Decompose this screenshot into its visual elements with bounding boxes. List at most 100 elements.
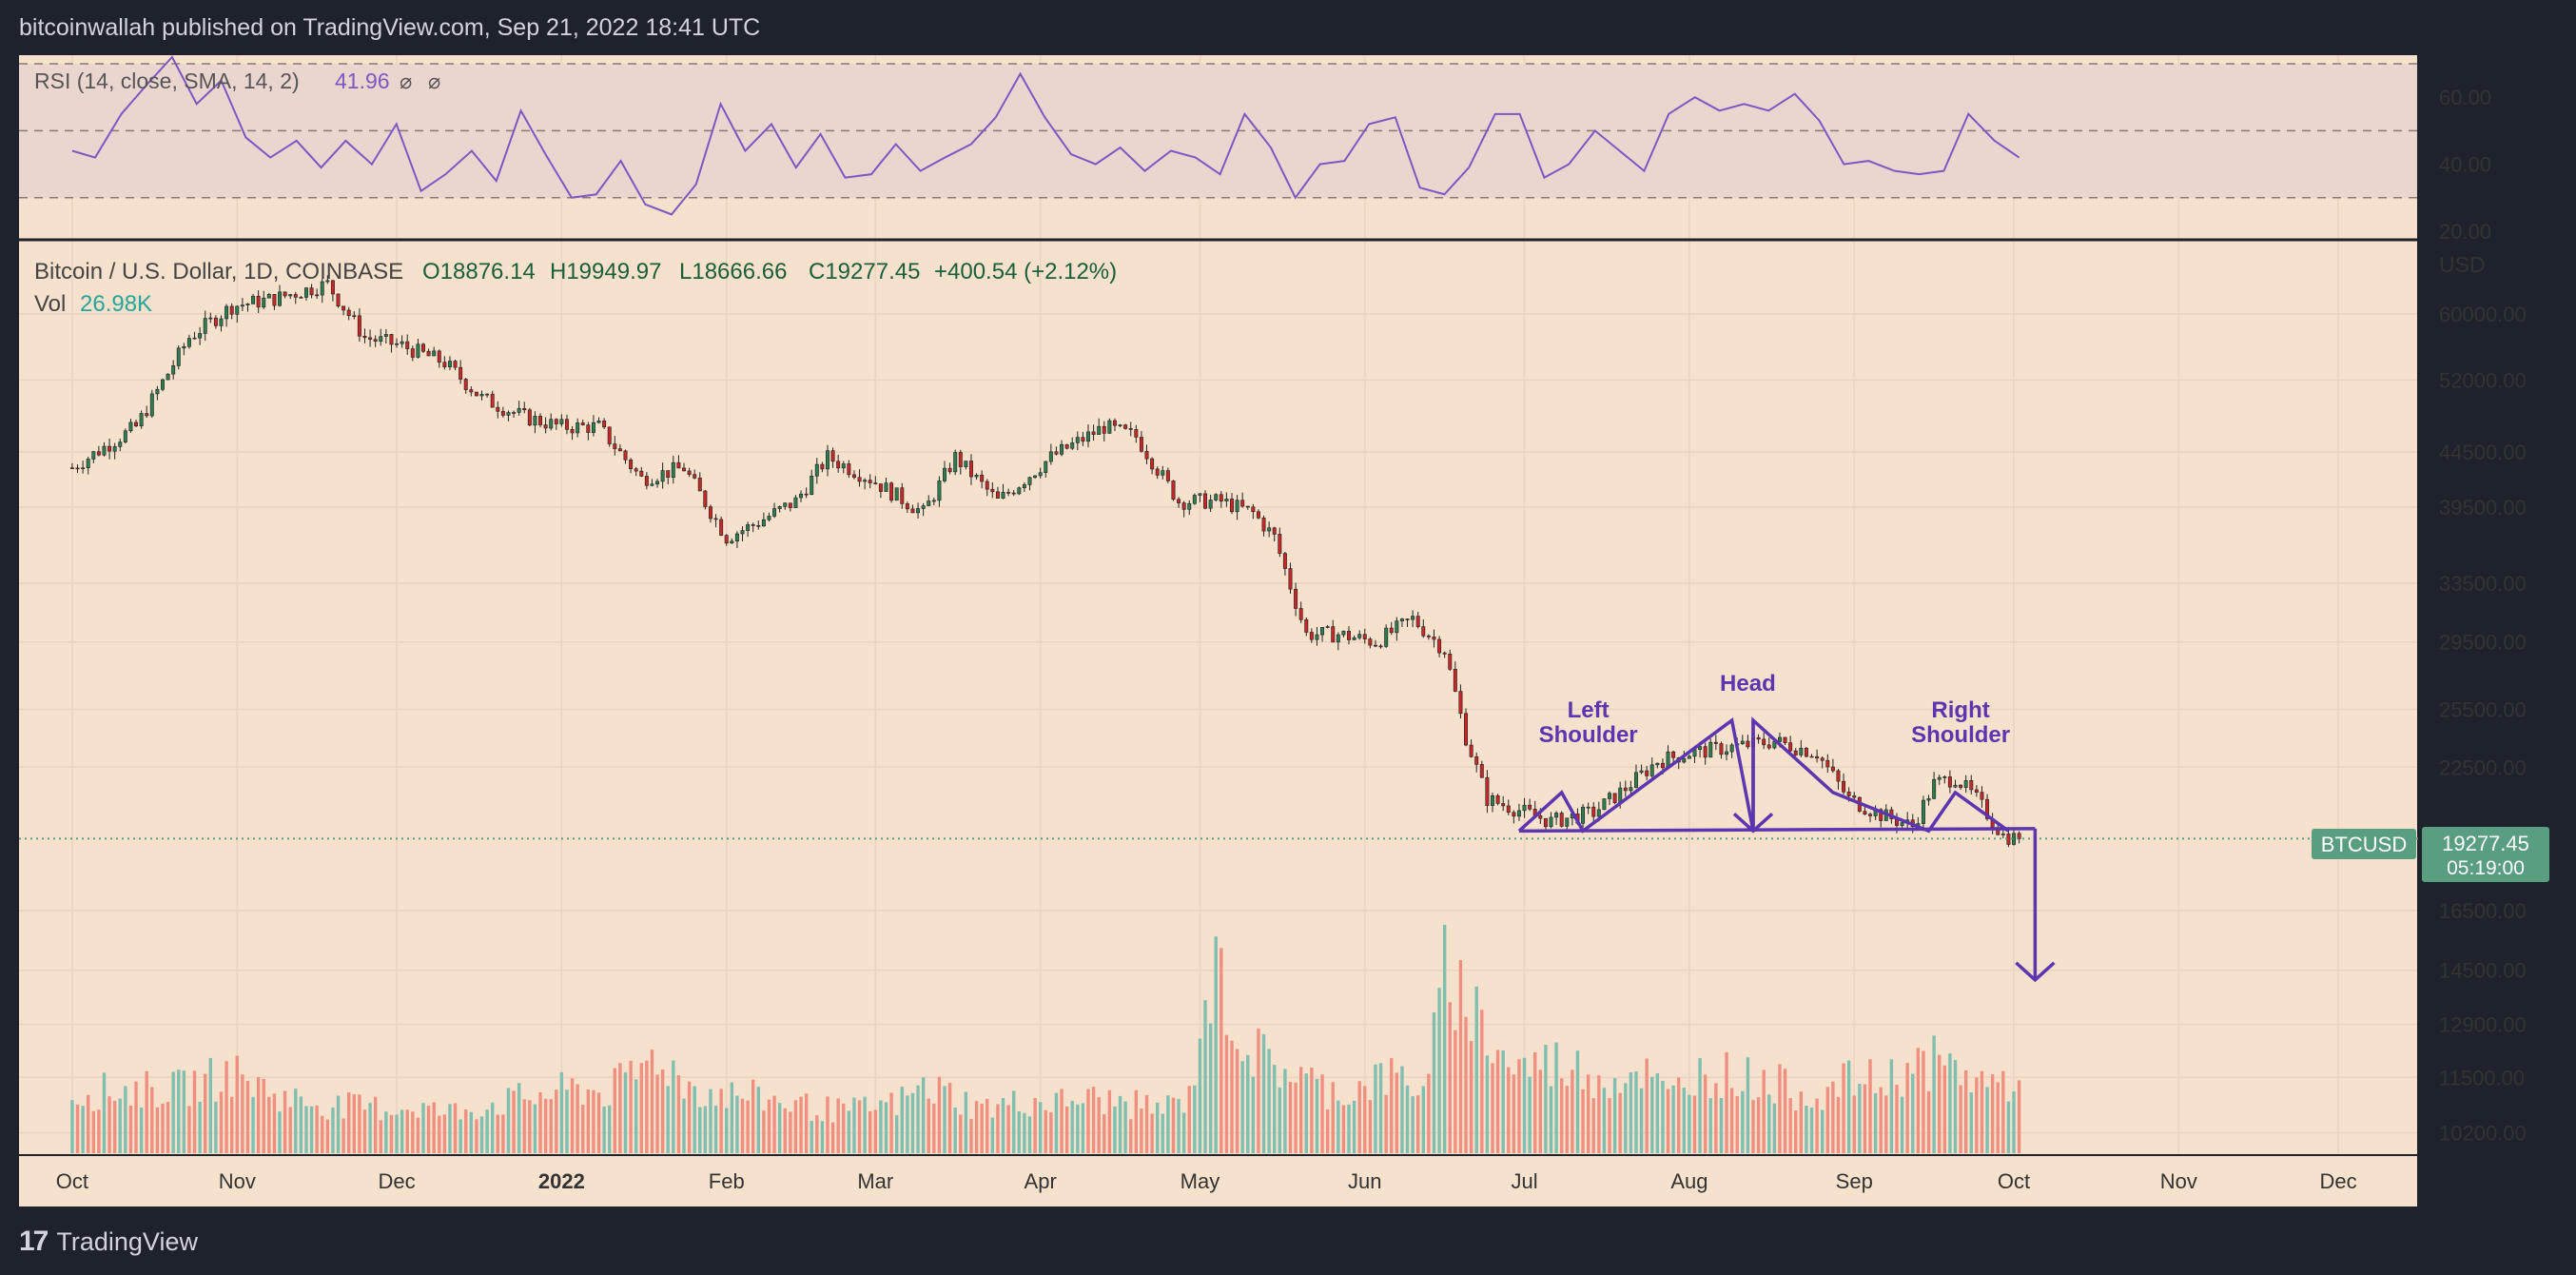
- candle-body: [697, 478, 702, 492]
- candle-body: [1437, 638, 1442, 654]
- candle-body: [512, 412, 517, 414]
- candle-body: [368, 337, 373, 341]
- volume-bar: [187, 1106, 191, 1153]
- volume-bar: [555, 1089, 558, 1153]
- volume-bar: [1495, 1049, 1500, 1153]
- volume-bar: [230, 1096, 234, 1153]
- volume-bar: [767, 1099, 771, 1153]
- volume-bar: [517, 1083, 521, 1153]
- candle-body: [1932, 778, 1937, 799]
- candle-body: [283, 291, 287, 297]
- volume-bar: [1544, 1045, 1548, 1153]
- volume-bar: [645, 1060, 649, 1153]
- volume-bar: [1076, 1104, 1080, 1153]
- volume-bar: [1926, 1090, 1931, 1153]
- volume-bar: [1612, 1078, 1617, 1153]
- volume-bar: [1144, 1094, 1149, 1153]
- head-and-shoulders-pattern: [1517, 716, 2056, 983]
- volume-bar: [1220, 948, 1223, 1153]
- candle-body: [208, 317, 213, 320]
- candle-body: [814, 463, 819, 477]
- candle-body: [836, 461, 841, 469]
- volume-bar: [629, 1060, 633, 1153]
- ohlc-open: O18876.14: [422, 259, 536, 284]
- candle-body: [1506, 805, 1511, 814]
- volume-bar: [947, 1083, 952, 1153]
- tradingview-logo[interactable]: 17 TradingView: [19, 1226, 198, 1258]
- candle-body: [75, 467, 80, 470]
- candle-body: [666, 470, 671, 478]
- candle-body: [943, 467, 946, 481]
- volume-bar: [453, 1103, 458, 1153]
- price-axis[interactable]: 60000.00 52000.00 44500.00 39500.00 33500.00…: [2439, 303, 2527, 1146]
- rsi-settings-icon[interactable]: ⌀: [428, 69, 440, 93]
- candle-body: [410, 348, 415, 358]
- candle-body: [623, 450, 628, 461]
- volume-bar: [358, 1094, 361, 1153]
- candle-body: [1399, 618, 1404, 622]
- candle-body: [1602, 798, 1607, 811]
- candle-body: [1687, 755, 1691, 759]
- rsi-axis[interactable]: 60.00 40.00 20.00: [2439, 86, 2491, 244]
- volume-bar: [996, 1104, 1000, 1153]
- volume-bar: [1677, 1077, 1681, 1153]
- symbol-name[interactable]: Bitcoin / U.S. Dollar, 1D, COINBASE: [34, 259, 403, 284]
- candle-body: [1852, 795, 1857, 798]
- candle-body: [1596, 809, 1601, 817]
- candle-body: [1181, 502, 1186, 510]
- candle-body: [543, 424, 548, 429]
- volume-bar: [294, 1089, 298, 1153]
- candle-body: [1278, 534, 1282, 554]
- time-axis[interactable]: Oct Nov Dec 2022 Feb Mar Apr May Jun Jul Aug Sep Oct…: [56, 1169, 2357, 1193]
- rsi-eye-icon[interactable]: ⌀: [400, 69, 412, 93]
- candle-body: [373, 339, 378, 342]
- candle-body: [1426, 635, 1431, 638]
- volume-bar: [426, 1106, 431, 1153]
- candle-body: [1703, 746, 1708, 758]
- candle-body: [730, 540, 734, 544]
- candle-body: [1048, 451, 1053, 462]
- volume-bar: [1230, 1040, 1234, 1153]
- candle-body: [889, 482, 894, 501]
- volume-bar: [581, 1105, 585, 1153]
- candle-body: [1161, 470, 1165, 476]
- candle-body: [155, 388, 160, 395]
- volume-bar: [937, 1076, 942, 1153]
- volume-bar: [1070, 1101, 1074, 1153]
- candle-body: [1267, 527, 1272, 532]
- ohlc-close: C19277.45: [809, 259, 920, 284]
- candle-body: [985, 481, 989, 490]
- volume-bar: [1421, 1086, 1425, 1153]
- volume-bar: [208, 1057, 212, 1153]
- candle-body: [1245, 505, 1250, 508]
- volume-bar: [1038, 1102, 1043, 1153]
- candle-body: [596, 421, 601, 423]
- volume-bar: [214, 1101, 218, 1153]
- candle-body: [990, 488, 995, 493]
- candle-body: [1256, 511, 1260, 519]
- volume-bar: [379, 1120, 382, 1153]
- time-tick-label: Nov: [219, 1169, 256, 1193]
- volume-bar: [1267, 1049, 1271, 1153]
- candle-body: [1713, 741, 1718, 744]
- candle-body: [1815, 755, 1820, 759]
- price-tick-label: 44500.00: [2439, 441, 2527, 464]
- candle-body: [145, 413, 149, 417]
- volume-bar: [1017, 1110, 1021, 1153]
- volume-bar: [245, 1081, 250, 1153]
- volume-bar: [362, 1109, 367, 1153]
- volume-bar: [1688, 1094, 1691, 1153]
- candle-body: [1825, 759, 1830, 768]
- price-axis-unit: USD: [2439, 252, 2486, 277]
- volume-bar: [1980, 1070, 1984, 1153]
- candle-body: [134, 422, 139, 426]
- volume-bar: [1831, 1081, 1835, 1153]
- candle-body: [342, 305, 346, 311]
- candle-body: [1315, 634, 1319, 640]
- candle-body: [1947, 776, 1952, 788]
- candle-body: [1411, 616, 1415, 620]
- rsi-line: [71, 55, 2020, 216]
- volume-bar: [1027, 1116, 1032, 1153]
- volume-bar: [1905, 1063, 1909, 1153]
